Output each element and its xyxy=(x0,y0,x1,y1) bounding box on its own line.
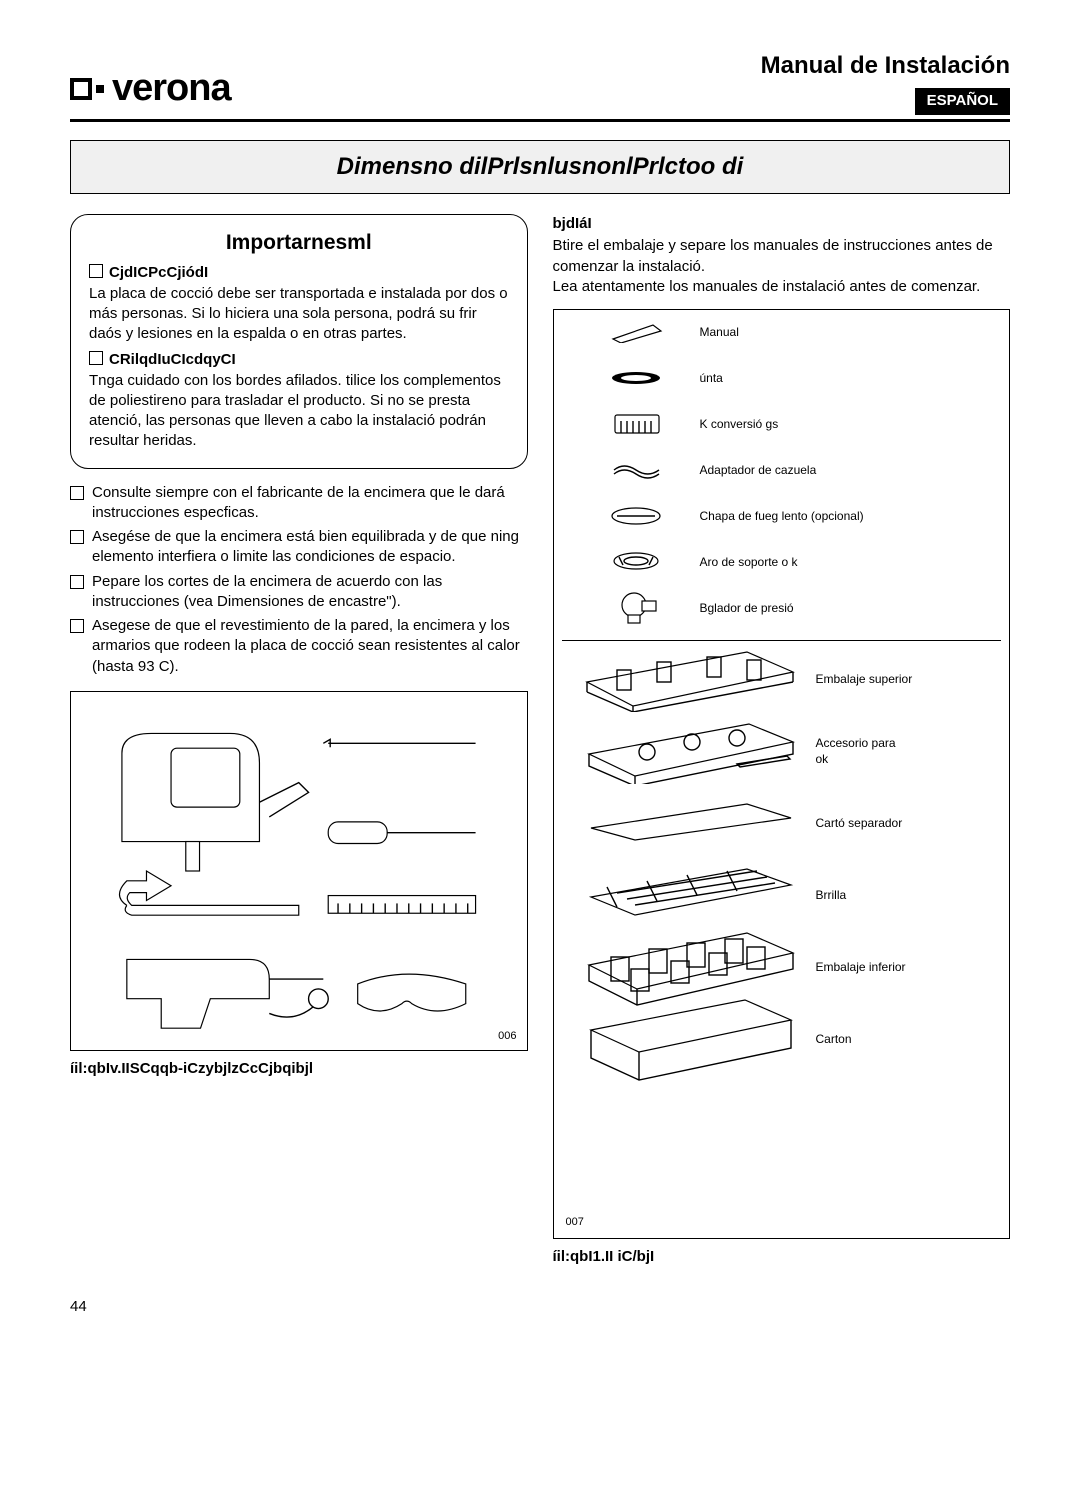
part-row: Chapa de fueg lento (opcional) xyxy=(562,502,1002,530)
lower-packaging-icon xyxy=(572,939,802,991)
tools-illustration-icon xyxy=(83,704,515,1038)
part-row: K conversió gs xyxy=(562,410,1002,438)
part-row: Adaptador de cazuela xyxy=(562,456,1002,484)
adapter-icon xyxy=(602,456,672,484)
exploded-row: Cartó separador xyxy=(572,795,1002,847)
importante-box: Importarnesml CjdICPcCjiódI La placa de … xyxy=(70,214,528,469)
separator-icon xyxy=(572,795,802,847)
figure-tools: 006 xyxy=(70,691,528,1051)
exploded-row: Embalaje inferior xyxy=(572,939,1002,991)
exploded-view: Embalaje superior Accesorio para ok Cart… xyxy=(562,651,1002,1063)
list-item: Asegese de que el revestimiento de la pa… xyxy=(70,616,528,677)
regulator-icon xyxy=(602,594,672,622)
brand-name: verona xyxy=(112,63,231,114)
part-row: Manual xyxy=(562,318,1002,346)
bullet-list: Consulte siempre con el fabricante de la… xyxy=(70,483,528,677)
kit-icon xyxy=(602,410,672,438)
part-row: únta xyxy=(562,364,1002,392)
page-number: 44 xyxy=(70,1297,1010,1317)
part-row: Bglador de presió xyxy=(562,594,1002,622)
part-row: Aro de soporte o k xyxy=(562,548,1002,576)
wok-accessory-icon xyxy=(572,723,802,775)
list-item: Asegése de que la encimera está bien equ… xyxy=(70,527,528,568)
exploded-row: Carton xyxy=(572,1011,1002,1063)
logo: verona xyxy=(70,63,231,114)
upper-packaging-icon xyxy=(572,651,802,703)
page-header: verona Manual de Instalación ESPAÑOL xyxy=(70,50,1010,122)
plate-icon xyxy=(602,502,672,530)
list-item: Consulte siempre con el fabricante de la… xyxy=(70,483,528,524)
language-badge: ESPAÑOL xyxy=(915,88,1010,114)
wok-ring-icon xyxy=(602,548,672,576)
right-p2: Lea atentamente los manuales de instalac… xyxy=(553,277,1011,297)
exploded-row: Brrilla xyxy=(572,867,1002,919)
importante-sub1: CjdICPcCjiódI xyxy=(89,263,509,283)
figure-caption: íil:qbI1.II iC/bjI xyxy=(553,1247,1011,1267)
exploded-row: Embalaje superior xyxy=(572,651,1002,703)
list-item: Pepare los cortes de la encimera de acue… xyxy=(70,572,528,613)
figure-number: 007 xyxy=(566,1215,584,1230)
manual-title: Manual de Instalación xyxy=(761,50,1010,82)
grate-icon xyxy=(572,867,802,919)
section-heading: Dimensno dilPrlsnlusnonlPrlctoo di xyxy=(70,140,1010,194)
importante-title: Importarnesml xyxy=(89,229,509,257)
header-right: Manual de Instalación ESPAÑOL xyxy=(761,50,1010,115)
gasket-icon xyxy=(602,364,672,392)
right-p1: Btire el embalaje y separe los manuales … xyxy=(553,236,1011,277)
figure-caption: íil:qbIv.IISCqqb-iCzybjlzCcCjbqibjl xyxy=(70,1059,528,1079)
exploded-row: Accesorio para ok xyxy=(572,723,1002,775)
carton-icon xyxy=(572,1011,802,1063)
importante-p2: Tnga cuidado con los bordes afilados. ti… xyxy=(89,371,509,452)
figure-parts: Manual únta K conversió gs Adaptador de … xyxy=(553,309,1011,1239)
manual-icon xyxy=(602,318,672,346)
importante-sub2: CRilqdIuCIcdqyCI xyxy=(89,350,509,370)
logo-mark-icon xyxy=(70,78,104,100)
right-heading: bjdIáI xyxy=(553,214,1011,234)
figure-number: 006 xyxy=(498,1029,516,1044)
importante-p1: La placa de cocció debe ser transportada… xyxy=(89,284,509,345)
